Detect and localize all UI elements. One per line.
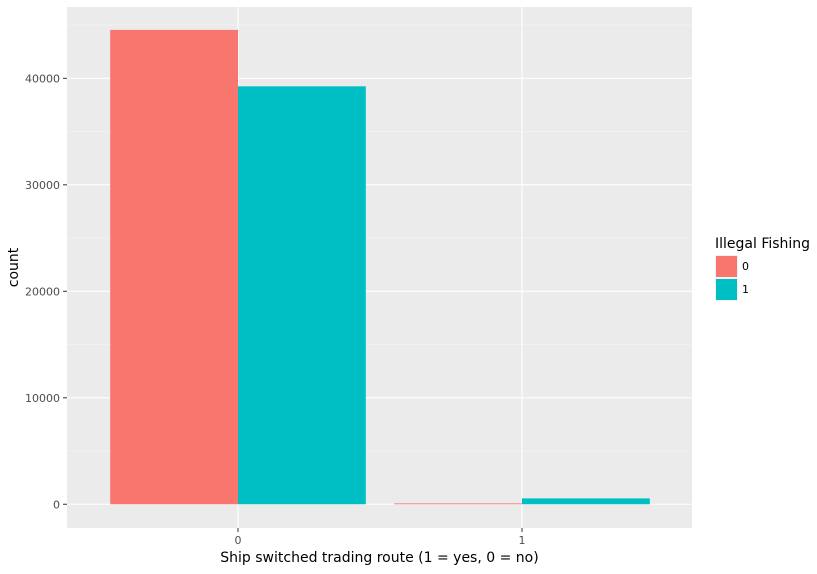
legend-title: Illegal Fishing xyxy=(715,236,810,252)
x-tick-label: 0 xyxy=(235,534,242,547)
y-tick-label: 0 xyxy=(53,498,60,511)
y-axis-title: count xyxy=(6,247,22,287)
bars xyxy=(110,29,650,505)
y-tick-label: 20000 xyxy=(25,285,60,298)
legend-label-1: 1 xyxy=(742,283,749,296)
legend-swatch-0 xyxy=(716,256,737,277)
legend-swatch-1 xyxy=(716,279,737,300)
bar-0-series-1 xyxy=(238,86,366,505)
legend-label-0: 0 xyxy=(742,260,749,273)
y-tick-label: 40000 xyxy=(25,72,60,85)
bar-1-series-1 xyxy=(522,498,650,505)
legend: Illegal Fishing 0 1 xyxy=(715,236,810,301)
x-axis-title: Ship switched trading route (1 = yes, 0 … xyxy=(220,550,538,566)
y-axis: 0 10000 20000 30000 40000 xyxy=(25,72,67,511)
bar-1-series-0 xyxy=(394,503,522,505)
bar-0-series-0 xyxy=(110,29,238,505)
y-tick-label: 10000 xyxy=(25,392,60,405)
y-tick-label: 30000 xyxy=(25,179,60,192)
x-tick-label: 1 xyxy=(519,534,526,547)
